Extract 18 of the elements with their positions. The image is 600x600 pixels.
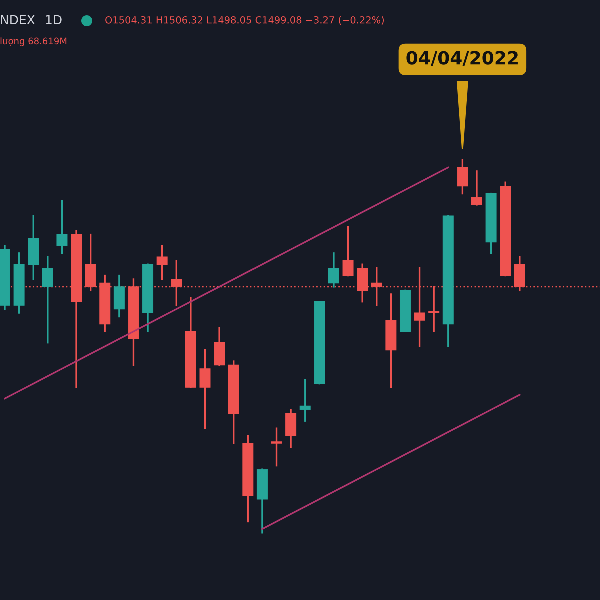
candlestick	[342, 226, 354, 277]
candlestick	[56, 200, 68, 254]
candlestick	[300, 379, 311, 422]
candlestick	[214, 327, 226, 366]
chart-subtitle: 1D	[46, 15, 62, 24]
candlestick	[156, 245, 168, 280]
candlestick	[328, 252, 340, 288]
candlestick	[271, 428, 282, 467]
candlestick	[471, 170, 482, 206]
chart-title: NDEX	[1, 15, 36, 24]
candlestick	[457, 159, 468, 195]
candlestick	[200, 349, 211, 430]
candlestick	[42, 256, 54, 344]
text: lượng 68.619M	[0, 38, 67, 46]
candlestick	[286, 409, 297, 448]
text: 04/04/2022	[406, 51, 518, 66]
candlestick	[114, 274, 125, 318]
text: O1504.31 H1506.32 L1498.05 C1499.08 −3.27 (−0.22%)	[106, 16, 384, 25]
